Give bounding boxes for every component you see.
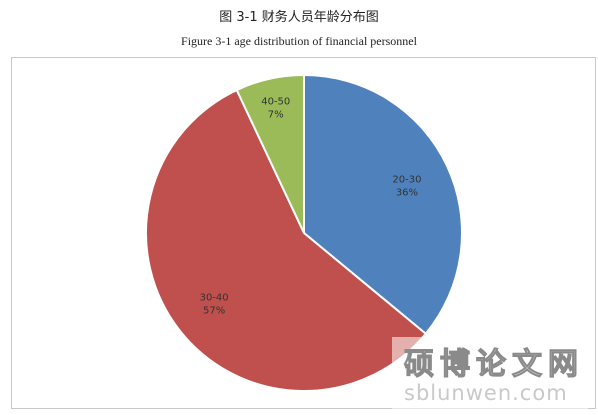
slice-percent-label: 36% (396, 188, 418, 199)
slice-category-label: 30-40 (200, 293, 229, 304)
chart-frame: 20-30 36% 30-40 57% 40-50 7% (11, 57, 596, 409)
watermark: 硕博论文网 sblunwen.com (392, 337, 588, 409)
slice-category-label: 40-50 (261, 97, 290, 108)
slice-percent-label: 7% (268, 110, 284, 121)
figure-title-chinese: 图 3-1 财务人员年龄分布图 (219, 10, 379, 25)
pie-chart: 20-30 36% 30-40 57% 40-50 7% (145, 73, 463, 392)
watermark-site-name: 硕博论文网 (403, 346, 584, 382)
watermark-url: sblunwen.com (404, 381, 568, 405)
pie-slice-20-30 (303, 73, 463, 336)
pie-slice-30-40 (145, 88, 428, 392)
slice-percent-label: 57% (203, 306, 225, 317)
slice-category-label: 20-30 (392, 175, 421, 186)
figure-title-english: Figure 3-1 age distribution of financial… (181, 34, 417, 48)
pie-slice-40-50 (235, 73, 305, 234)
